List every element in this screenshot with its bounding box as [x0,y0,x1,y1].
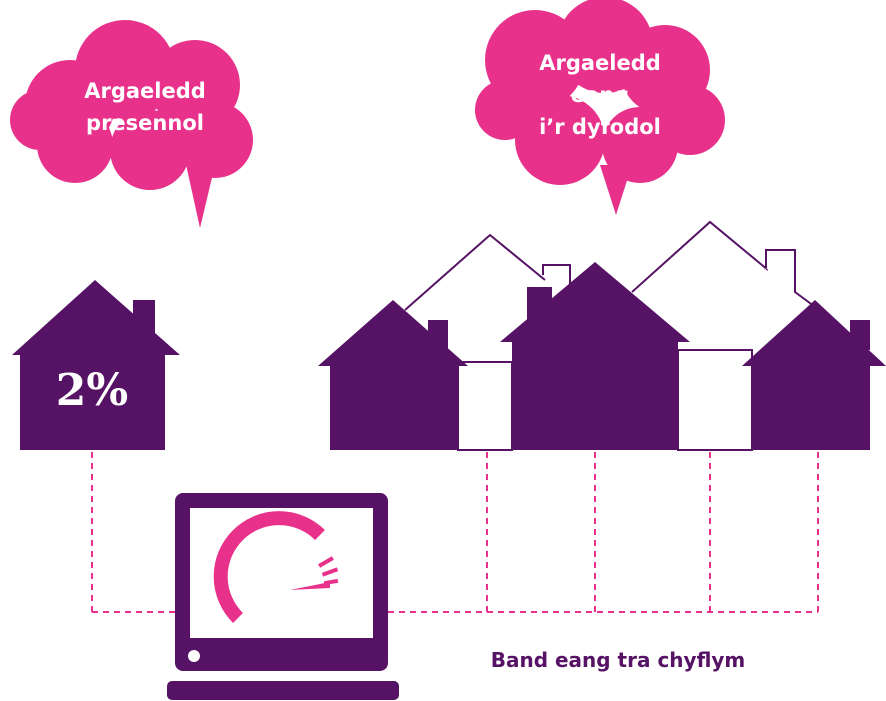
cloud-text: Argaeledd [84,79,206,103]
house-label: 2% [56,365,128,416]
cloud-text: eang [571,83,629,107]
infographic: Argaeledd presennol Argaeledd eang i’r d… [0,0,886,701]
cloud-text: i’r dyfodol [539,115,661,139]
cloud-right [475,0,725,215]
caption: Band eang tra chyflym [491,648,746,672]
cloud-text: Argaeledd [539,51,661,75]
cloud-text: presennol [86,111,204,135]
laptop [167,493,399,700]
